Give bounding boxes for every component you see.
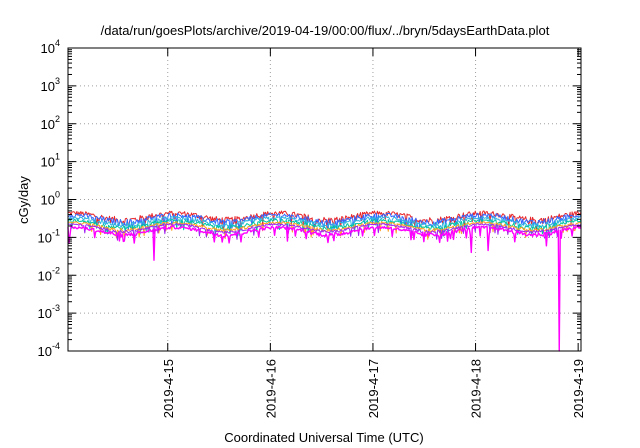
- y-tick-labels: 10-4 10-3 10-2 10-1 100 101 102 103 104: [38, 38, 60, 359]
- y-tick-label: 102: [41, 114, 60, 132]
- x-tick-label: 2019-4-15: [161, 359, 176, 418]
- x-tick-label: 2019-4-19: [571, 359, 586, 418]
- y-tick-label: 10-1: [38, 227, 60, 245]
- y-tick-label: 10-3: [38, 303, 60, 321]
- x-tick-label: 2019-4-16: [263, 359, 278, 418]
- series-line: [67, 218, 582, 237]
- y-tick-label: 104: [41, 38, 60, 56]
- series-layer: [67, 210, 582, 352]
- y-tick-label: 10-4: [38, 341, 60, 359]
- y-tick-label: 101: [41, 152, 60, 170]
- series-line: [67, 225, 582, 352]
- x-tick-label: 2019-4-17: [366, 359, 381, 418]
- y-tick-label: 10-2: [38, 265, 60, 283]
- ticks: [68, 47, 581, 352]
- y-tick-label: 100: [41, 190, 60, 208]
- chart-title: /data/run/goesPlots/archive/2019-04-19/0…: [101, 23, 550, 38]
- y-tick-label: 103: [41, 76, 60, 94]
- grid: [68, 48, 581, 351]
- x-tick-labels: 2019-4-15 2019-4-16 2019-4-17 2019-4-18 2019…: [161, 359, 586, 418]
- x-axis-title: Coordinated Universal Time (UTC): [224, 430, 423, 445]
- x-tick-label: 2019-4-18: [469, 359, 484, 418]
- y-axis-title: cGy/day: [16, 176, 31, 224]
